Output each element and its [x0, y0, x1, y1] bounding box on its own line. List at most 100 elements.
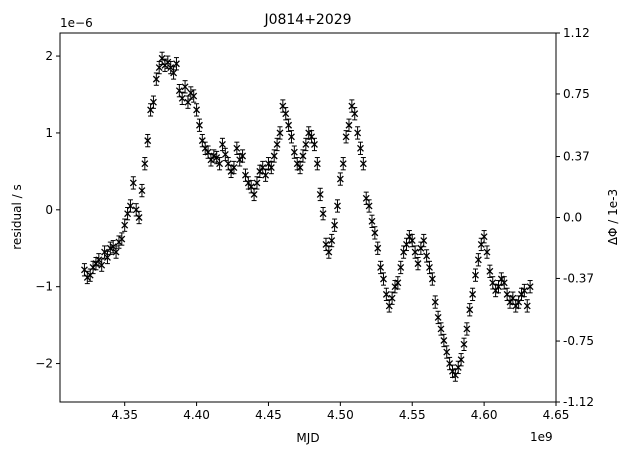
x-marker — [121, 221, 129, 229]
data-point — [98, 258, 106, 272]
data-point — [230, 160, 238, 175]
x-marker — [256, 167, 264, 175]
data-point — [414, 256, 422, 271]
x-marker — [331, 221, 339, 229]
x-tick-label: 4.50 — [327, 408, 354, 422]
x-marker — [428, 275, 436, 283]
chart-title: J0814+2029 — [263, 12, 351, 28]
x-marker — [109, 243, 117, 251]
data-point — [397, 260, 405, 275]
data-point — [218, 137, 226, 152]
x-marker — [382, 290, 390, 298]
y-tick-label: 1 — [45, 126, 53, 140]
x-marker — [391, 283, 399, 291]
x-marker — [420, 237, 428, 245]
x-marker — [164, 58, 172, 66]
x-marker — [351, 110, 359, 118]
data-point — [477, 237, 485, 252]
data-point — [443, 345, 451, 359]
data-point — [158, 51, 166, 66]
data-point — [431, 295, 439, 309]
x-marker — [457, 356, 465, 364]
x-marker — [414, 260, 422, 268]
data-point — [313, 157, 321, 171]
data-point — [198, 133, 206, 148]
x-marker — [103, 254, 111, 261]
data-point — [380, 272, 387, 286]
data-point — [233, 141, 241, 155]
data-point — [195, 118, 203, 132]
x-marker — [426, 264, 433, 271]
x-marker — [313, 160, 321, 168]
data-point — [244, 176, 252, 190]
data-point — [178, 91, 186, 105]
data-point — [328, 233, 336, 248]
data-point — [152, 72, 160, 86]
data-point — [348, 99, 356, 113]
data-point — [141, 157, 149, 171]
data-point — [457, 353, 465, 367]
x-marker — [357, 144, 364, 152]
x-marker — [339, 160, 347, 168]
data-point — [267, 160, 275, 175]
data-point — [523, 299, 531, 313]
data-point — [374, 241, 382, 255]
data-point — [446, 356, 454, 371]
x-marker — [512, 302, 520, 310]
x-marker — [155, 64, 163, 72]
x-marker — [408, 237, 416, 245]
data-point — [135, 210, 143, 225]
x-marker — [443, 348, 451, 356]
x-marker — [469, 290, 477, 298]
data-point — [172, 57, 180, 71]
x-marker — [207, 156, 215, 164]
x-marker — [308, 133, 316, 141]
x-marker — [466, 306, 474, 314]
x-marker — [144, 137, 152, 145]
x-multiplier-label: 1e9 — [530, 430, 553, 444]
data-point — [486, 264, 494, 278]
x-marker — [184, 98, 192, 106]
data-point — [322, 237, 330, 252]
y2-tick-label: -0.75 — [563, 334, 594, 348]
data-point — [342, 130, 350, 144]
x-marker — [175, 87, 183, 95]
x-marker — [423, 252, 431, 260]
x-marker — [411, 248, 419, 256]
x-marker — [126, 202, 134, 210]
data-point — [489, 276, 497, 290]
y2-tick-label: 0.0 — [563, 211, 582, 225]
x-marker — [95, 256, 103, 264]
data-point — [319, 207, 327, 221]
data-point — [469, 287, 477, 302]
data-point — [403, 237, 410, 252]
data-point — [426, 260, 433, 275]
x-marker — [193, 106, 201, 114]
data-point — [385, 299, 393, 313]
data-point — [242, 168, 249, 182]
data-point — [454, 360, 462, 375]
x-marker — [434, 313, 442, 321]
data-point — [216, 157, 224, 171]
data-point — [428, 272, 436, 286]
data-point — [147, 103, 155, 117]
x-marker — [233, 144, 241, 152]
x-marker — [181, 83, 189, 91]
x-marker — [80, 266, 88, 274]
x-marker — [239, 152, 247, 160]
x-marker — [325, 248, 333, 256]
x-marker — [230, 164, 238, 171]
data-point — [400, 245, 408, 259]
x-marker — [319, 210, 327, 218]
data-point — [164, 55, 172, 69]
data-point — [417, 241, 425, 255]
data-point — [437, 322, 445, 336]
y2-tick-label: -1.12 — [563, 395, 594, 409]
x-marker — [158, 54, 166, 62]
x-marker — [267, 164, 275, 171]
x-marker — [135, 214, 143, 221]
data-point — [101, 245, 109, 259]
x-marker — [210, 152, 218, 160]
data-point — [423, 249, 431, 263]
